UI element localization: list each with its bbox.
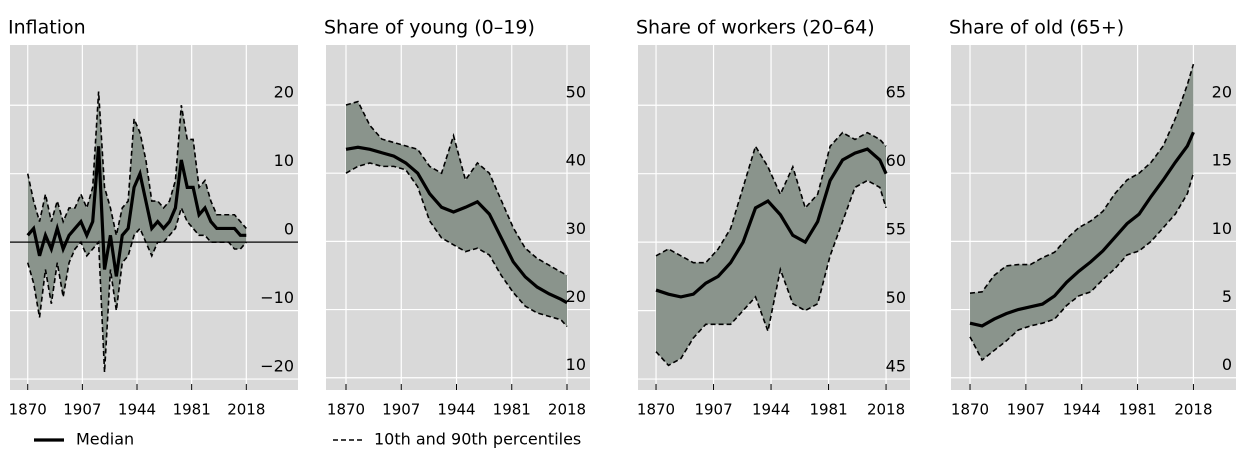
percentile-line [969, 63, 1195, 294]
y-tick-label: 45 [886, 357, 906, 376]
y-tick-label: 60 [886, 151, 906, 170]
median-line [655, 147, 888, 299]
x-tick-label: 2018 [867, 401, 905, 419]
x-tick-label: 2018 [548, 401, 586, 419]
x-tick-label: 1907 [694, 401, 732, 419]
median-line [345, 145, 568, 305]
percentile-line [26, 205, 247, 373]
x-tick-label: 2018 [1174, 401, 1212, 419]
panel-title: Share of workers (20–64) [636, 17, 875, 39]
y-tick-label: 50 [566, 83, 586, 102]
x-tick-label: 1981 [173, 401, 211, 419]
y-tick-label: −20 [260, 357, 294, 376]
percentile-line [655, 131, 887, 264]
y-tick-label: 0 [284, 220, 294, 239]
y-tick-label: 15 [1212, 151, 1232, 170]
x-tick-label: 1870 [637, 401, 675, 419]
y-tick-label: 20 [566, 287, 586, 306]
x-tick-label: 1907 [382, 401, 420, 419]
x-tick-label: 1870 [327, 401, 365, 419]
x-tick-label: 1870 [951, 401, 989, 419]
y-tick-label: 65 [886, 83, 906, 102]
y-tick-label: 10 [274, 151, 294, 170]
legend-label: Median [76, 430, 134, 449]
y-tick-label: 50 [886, 288, 906, 307]
y-tick-label: 30 [566, 219, 586, 238]
percentile-line [655, 179, 887, 367]
y-tick-label: 55 [886, 220, 906, 239]
y-tick-label: 20 [1212, 83, 1232, 102]
y-tick-label: 5 [1222, 287, 1232, 306]
percentile-line [26, 91, 247, 236]
percentile-band [970, 64, 1194, 360]
percentile-line [969, 172, 1195, 362]
x-tick-label: 1944 [1063, 401, 1101, 419]
y-tick-label: 10 [1212, 219, 1232, 238]
percentile-line [345, 162, 568, 328]
y-tick-label: 0 [1222, 355, 1232, 374]
x-tick-label: 1870 [9, 401, 47, 419]
panel-title: Share of old (65+) [949, 17, 1124, 39]
x-tick-label: 1981 [809, 401, 847, 419]
y-tick-label: −10 [260, 288, 294, 307]
y-tick-label: 20 [274, 83, 294, 102]
percentile-band [27, 91, 247, 373]
percentile-line [345, 100, 568, 277]
median-line [26, 146, 247, 277]
y-tick-label: 10 [566, 355, 586, 374]
median-line [969, 131, 1195, 328]
x-tick-label: 1944 [118, 401, 156, 419]
x-tick-label: 1944 [752, 401, 790, 419]
y-tick-label: 40 [566, 151, 586, 170]
x-tick-label: 1981 [1118, 401, 1156, 419]
x-tick-label: 1981 [493, 401, 531, 419]
percentile-band [346, 101, 568, 327]
x-tick-label: 1907 [1007, 401, 1045, 419]
x-tick-label: 1944 [437, 401, 475, 419]
panel-title: Inflation [8, 17, 86, 39]
x-tick-label: 1907 [63, 401, 101, 419]
x-tick-label: 2018 [227, 401, 265, 419]
panel-title: Share of young (0–19) [324, 17, 535, 39]
legend-label: 10th and 90th percentiles [374, 430, 581, 449]
